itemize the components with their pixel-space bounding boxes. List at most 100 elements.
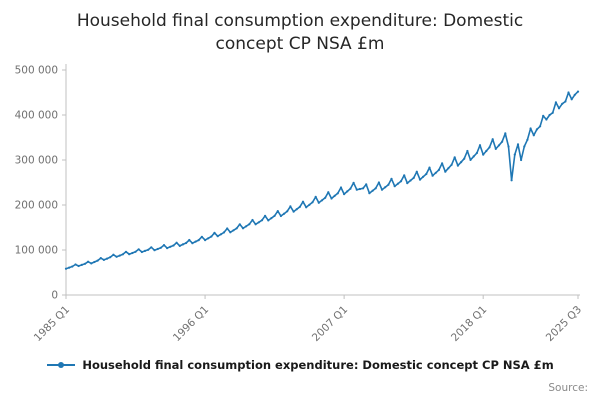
chart-point: [162, 244, 166, 247]
chart-point: [374, 187, 377, 190]
chart-point: [336, 192, 339, 195]
chart-point: [222, 231, 226, 234]
chart-point: [213, 231, 216, 234]
chart-point: [254, 223, 257, 226]
chart-point: [488, 146, 491, 149]
chart-point: [210, 235, 213, 238]
chart-point: [482, 153, 485, 156]
chart-point: [93, 260, 96, 264]
chart-point: [68, 266, 71, 269]
chart-point: [102, 258, 105, 261]
chart-point: [491, 138, 494, 141]
chart-point: [273, 214, 276, 217]
chart-point: [450, 163, 453, 166]
chart-point: [197, 239, 200, 242]
chart-point: [371, 189, 374, 192]
chart-point: [172, 244, 175, 247]
chart-point: [403, 174, 406, 177]
chart-point: [178, 244, 181, 247]
chart-point: [466, 149, 469, 153]
chart-point: [112, 253, 115, 256]
chart-point: [539, 125, 542, 128]
y-tick-label: 0: [51, 290, 58, 302]
chart-point: [298, 205, 301, 208]
chart-point: [169, 245, 172, 248]
y-tick-label: 300 000: [15, 155, 58, 167]
chart-point: [456, 164, 459, 167]
chart-point: [137, 248, 140, 251]
chart-point: [453, 156, 456, 159]
chart-point: [134, 250, 137, 253]
chart-point: [504, 132, 507, 135]
chart-point: [153, 249, 156, 252]
chart-point: [279, 214, 282, 218]
chart-point: [460, 161, 463, 164]
x-tick-label: 1996 Q1: [171, 304, 211, 344]
chart-point: [156, 247, 159, 251]
chart-point: [295, 208, 298, 211]
chart-point: [200, 235, 203, 238]
chart-point: [415, 170, 418, 173]
chart-point: [387, 183, 390, 186]
chart-point: [441, 162, 444, 165]
chart-point: [308, 203, 311, 206]
chart-point: [333, 194, 336, 197]
chart-point: [77, 264, 80, 268]
chart-point: [362, 187, 365, 190]
chart-point: [286, 210, 289, 213]
legend: Household final consumption expenditure:…: [0, 358, 600, 372]
chart-point: [191, 242, 194, 245]
chart-point: [185, 241, 188, 245]
source-label: Source:: [548, 382, 588, 394]
chart-point: [507, 145, 510, 148]
chart-point: [343, 193, 346, 196]
chart-point: [118, 254, 121, 257]
chart-point: [226, 227, 229, 230]
chart-point: [235, 227, 238, 230]
chart-point: [535, 128, 539, 131]
chart-point: [87, 260, 90, 263]
y-tick-label: 200 000: [15, 200, 58, 212]
chart-point: [248, 223, 251, 226]
chart-point: [283, 212, 286, 215]
chart-point: [109, 256, 112, 259]
chart-point: [406, 182, 409, 185]
chart-point: [267, 219, 270, 222]
chart-point: [494, 147, 497, 150]
chart-point: [551, 111, 554, 114]
chart-point: [305, 206, 308, 209]
chart-point: [542, 114, 545, 117]
y-tick-label: 100 000: [15, 245, 58, 257]
y-tick-label: 400 000: [15, 110, 58, 122]
chart-point: [124, 250, 128, 253]
chart-point: [257, 221, 260, 224]
chart-point: [384, 186, 387, 189]
x-tick-label: 2018 Q1: [449, 304, 489, 344]
x-tick-label: 2025 Q3: [544, 304, 584, 344]
chart-point: [349, 187, 352, 190]
chart-point: [501, 140, 504, 143]
chart-point: [159, 246, 162, 249]
chart-line: [65, 90, 579, 270]
legend-label: Household final consumption expenditure:…: [82, 358, 554, 372]
chart-point: [260, 219, 264, 222]
chart-point: [121, 253, 124, 256]
chart-point: [529, 127, 532, 130]
chart-point: [301, 200, 305, 203]
chart-point: [485, 149, 488, 153]
chart-point: [444, 170, 447, 173]
chart-point: [393, 185, 396, 188]
chart-point: [80, 263, 83, 266]
chart-point: [64, 267, 68, 270]
chart-point: [422, 175, 425, 178]
chart-point: [289, 205, 292, 208]
chart-point: [564, 100, 567, 103]
chart-point: [71, 265, 74, 268]
chart-point: [554, 101, 558, 104]
chart-point: [377, 181, 380, 184]
chart-point: [425, 172, 428, 176]
chart-point: [520, 158, 523, 162]
chart-point: [526, 138, 529, 141]
chart-point: [219, 233, 222, 236]
chart-point: [532, 134, 535, 137]
